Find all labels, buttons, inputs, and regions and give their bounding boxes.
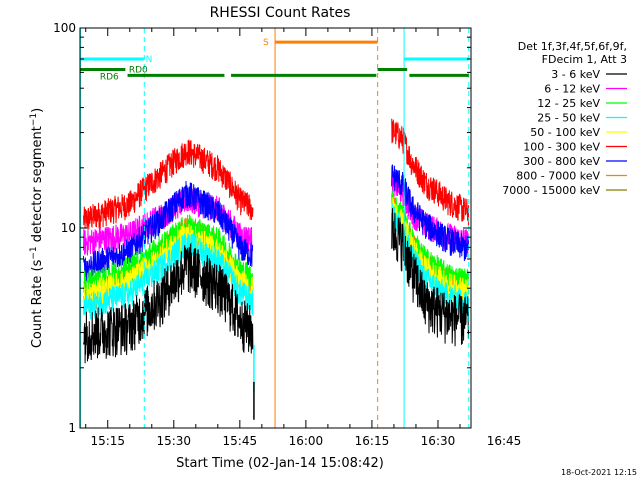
plot-area: N S RD0 RD6 [79,28,470,428]
y-axis-label: Count Rate (s−1 detector segment−1) [29,108,45,348]
legend-label-2: 12 - 25 keV [537,97,600,110]
series-line-pre-gap [83,233,254,320]
flag-bar-s: S [263,38,378,48]
x-tick-label-3: 16:00 [289,434,324,448]
series-line-pre-gap [83,139,254,230]
flag-bar-n: N [80,55,469,65]
flag-label-rd0: RD0 [129,66,148,76]
legend-header-line-1: Det 1f,3f,4f,5f,6f,9f, [518,40,627,53]
x-tick-label-1: 15:30 [156,434,191,448]
y-tick-label-1: 10 [61,221,76,235]
series-line-pre-gap [83,242,254,364]
x-axis-label: Start Time (02-Jan-14 15:08:42) [176,456,384,471]
x-tick-label-0: 15:15 [90,434,125,448]
x-tick-label-5: 16:30 [421,434,456,448]
legend-label-8: 7000 - 15000 keV [502,184,600,197]
flag-label-n: N [146,55,153,65]
flag-bar-rd6: RD6 [100,72,469,82]
legend-label-1: 6 - 12 keV [544,83,600,96]
legend-label-6: 300 - 800 keV [523,155,600,168]
series-line-pre-gap [83,180,254,284]
legend-label-3: 25 - 50 keV [537,112,600,125]
legend-label-4: 50 - 100 keV [530,126,600,139]
legend: Det 1f,3f,4f,5f,6f,9f, FDecim 1, Att 3 3… [502,40,627,197]
x-axis: 15:15 15:30 15:45 16:00 16:15 16:30 16:45 [85,28,522,448]
x-tick-label-4: 16:15 [355,434,390,448]
chart-title: RHESSI Count Rates [210,5,351,21]
x-tick-label-6: 16:45 [487,434,522,448]
legend-label-5: 100 - 300 keV [523,141,600,154]
y-axis: 1 10 100 [53,21,471,435]
legend-label-7: 800 - 7000 keV [516,170,600,183]
flag-bar-rd0: RD0 [80,66,408,76]
legend-label-0: 3 - 6 keV [551,68,600,81]
flag-label-rd6: RD6 [100,72,119,82]
timestamp: 18-Oct-2021 12:15 [561,468,637,477]
legend-header-line-2: FDecim 1, Att 3 [542,53,627,66]
flag-label-s: S [263,38,269,48]
y-tick-label-2: 100 [53,21,76,35]
x-tick-label-2: 15:45 [223,434,258,448]
y-tick-label-0: 1 [68,421,76,435]
